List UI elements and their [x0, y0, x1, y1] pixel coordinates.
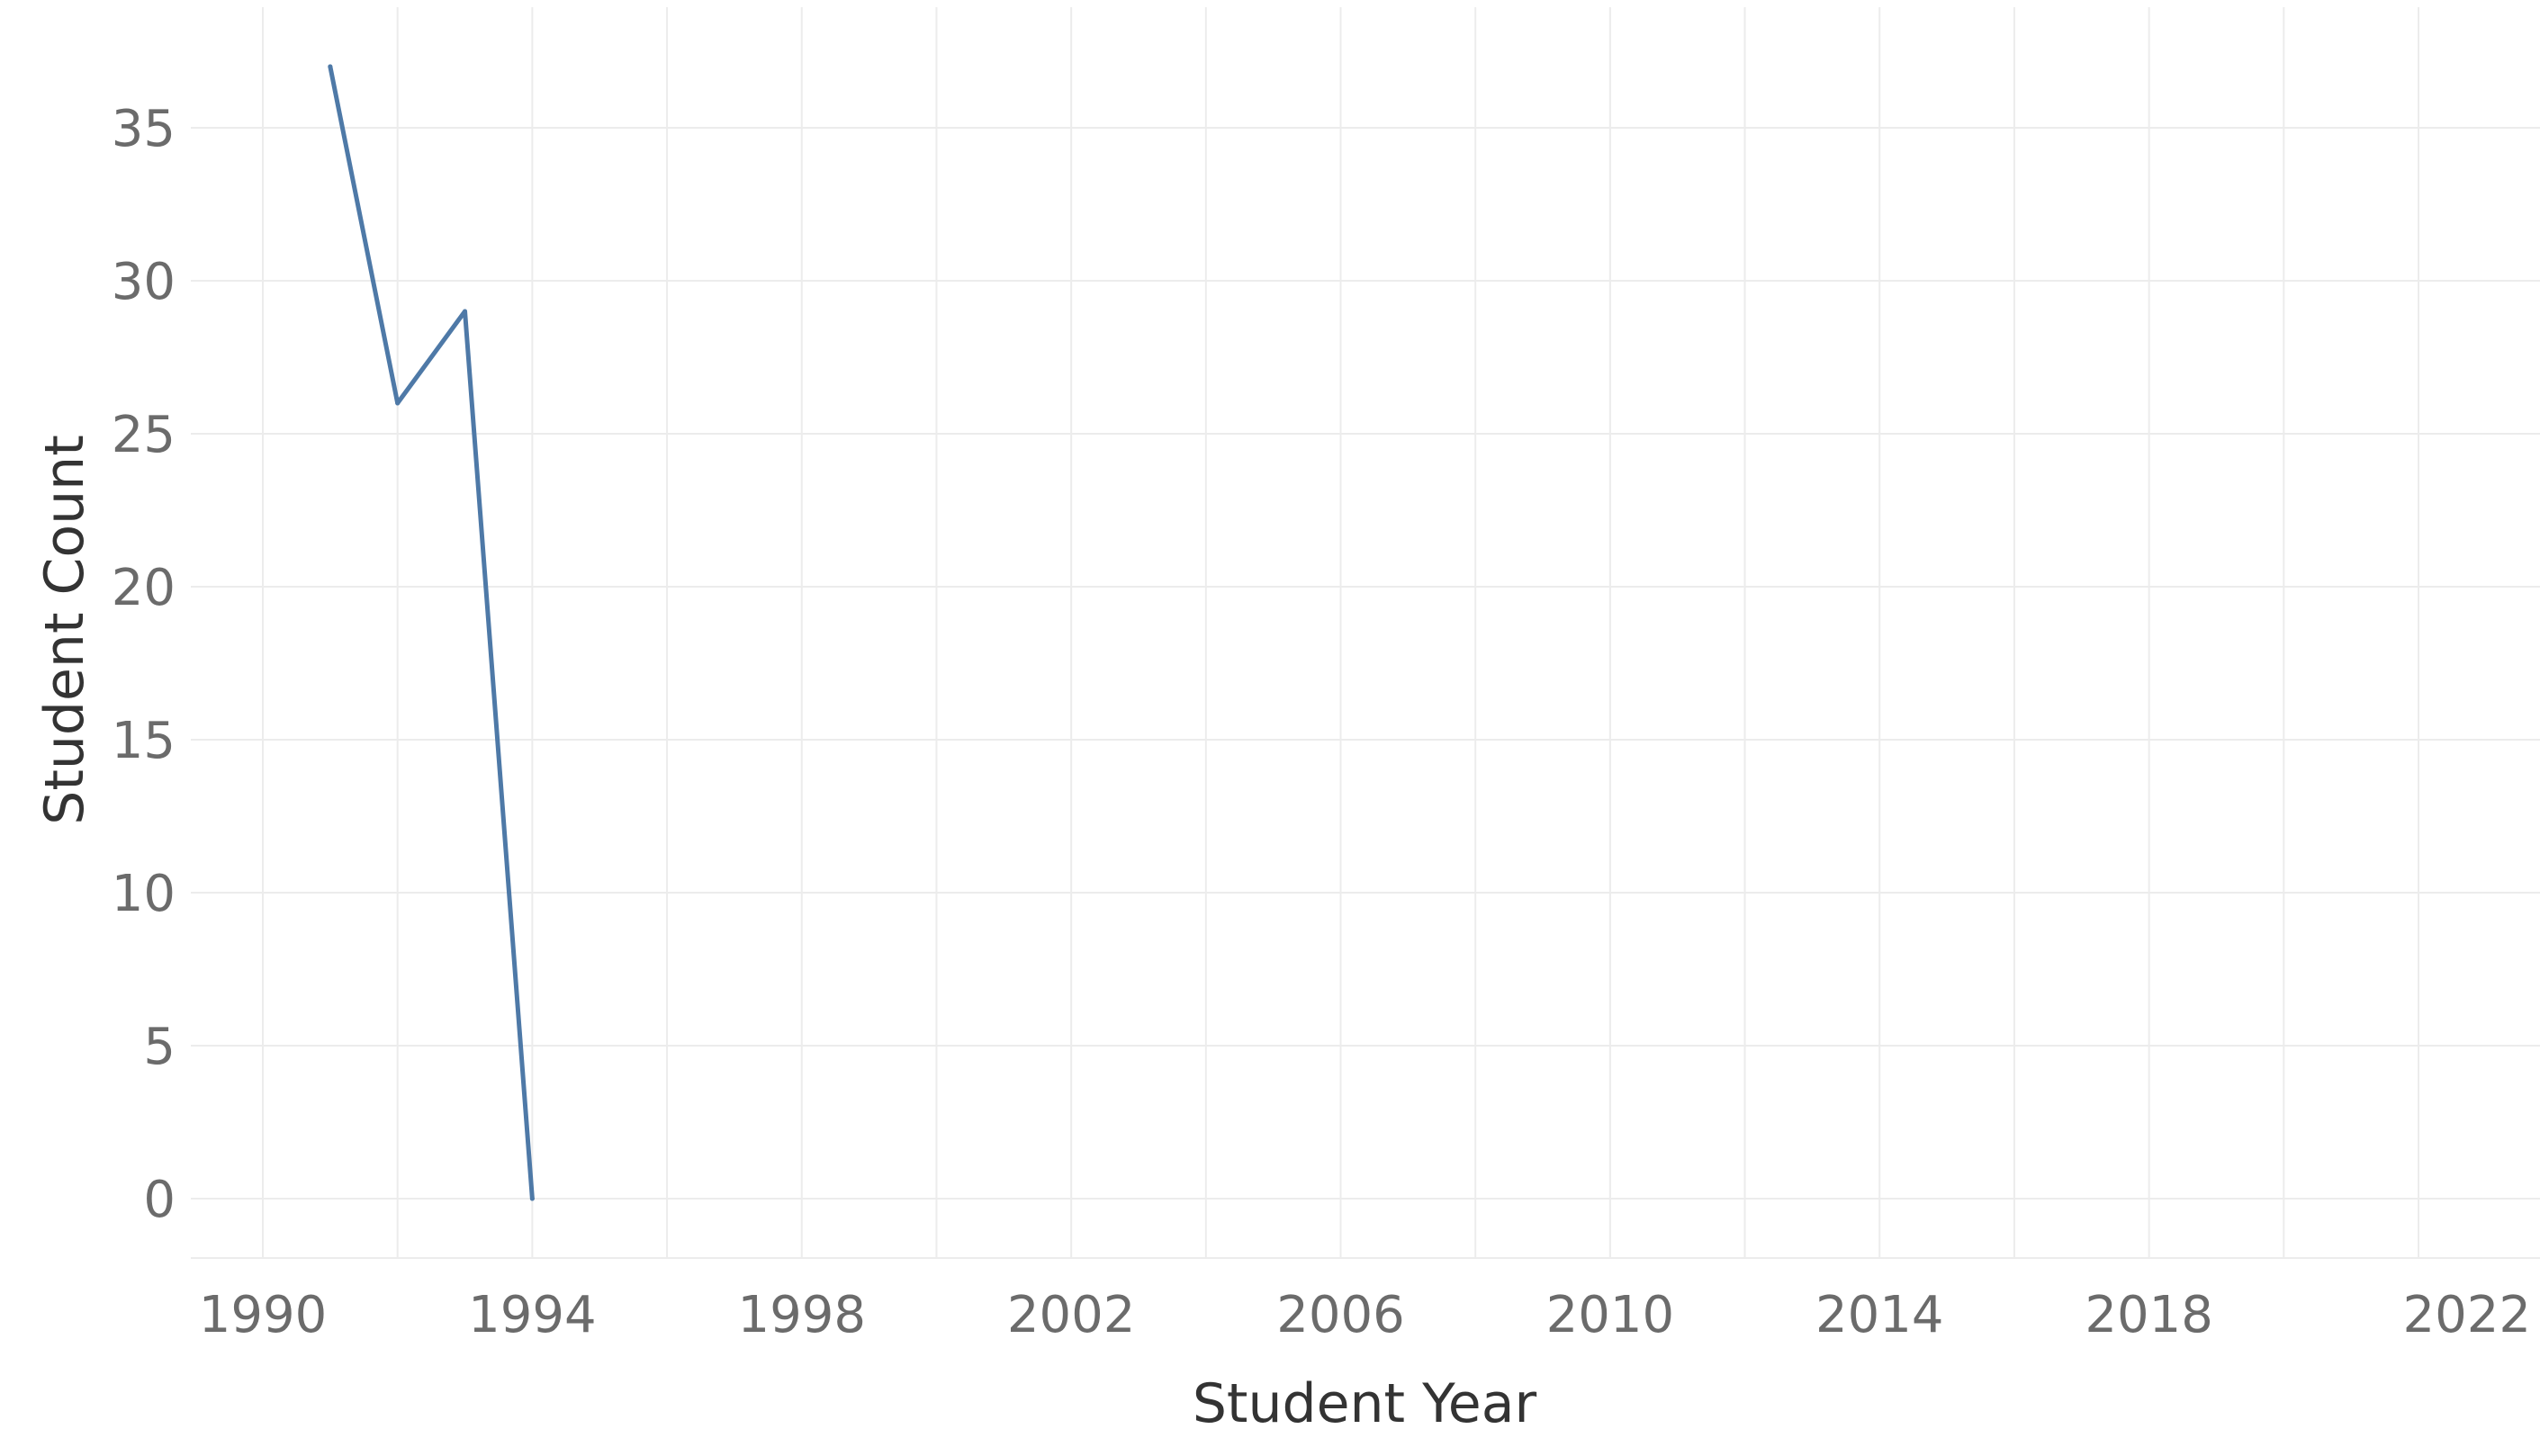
x-tick-label: 2014: [1815, 1286, 1944, 1344]
y-tick-label: 10: [112, 865, 176, 923]
y-tick-label: 30: [112, 253, 176, 311]
x-tick-label: 2006: [1276, 1286, 1405, 1344]
y-tick-label: 20: [112, 559, 176, 617]
y-tick-label: 25: [112, 406, 176, 464]
data-point[interactable]: [395, 400, 401, 406]
x-axis-ticks: 1990 1994 1998 2002 2006 2010 2014 2018 2022: [199, 1286, 2531, 1344]
x-tick-label: 2018: [2085, 1286, 2213, 1344]
x-tick-label: 2002: [1007, 1286, 1136, 1344]
series-layer: [328, 64, 535, 1201]
y-tick-label: 5: [143, 1018, 176, 1076]
y-tick-label: 0: [143, 1171, 176, 1229]
x-tick-label: 1990: [199, 1286, 328, 1344]
series-line: [328, 64, 535, 1201]
x-tick-label: 1998: [737, 1286, 866, 1344]
y-axis-title: Student Count: [33, 435, 96, 824]
data-point[interactable]: [328, 64, 333, 69]
x-tick-label: 2022: [2402, 1286, 2531, 1344]
vertical-gridlines: [262, 7, 2419, 1258]
data-point[interactable]: [463, 309, 468, 314]
x-axis-title: Student Year: [1193, 1372, 1537, 1435]
x-tick-label: 2010: [1546, 1286, 1675, 1344]
y-axis-ticks: 0 5 10 15 20 25 30 35: [112, 100, 176, 1229]
x-tick-label: 1994: [468, 1286, 597, 1344]
y-tick-label: 35: [112, 100, 176, 158]
horizontal-gridlines: [191, 127, 2540, 1259]
y-tick-label: 15: [112, 712, 176, 770]
data-point[interactable]: [529, 1196, 535, 1201]
